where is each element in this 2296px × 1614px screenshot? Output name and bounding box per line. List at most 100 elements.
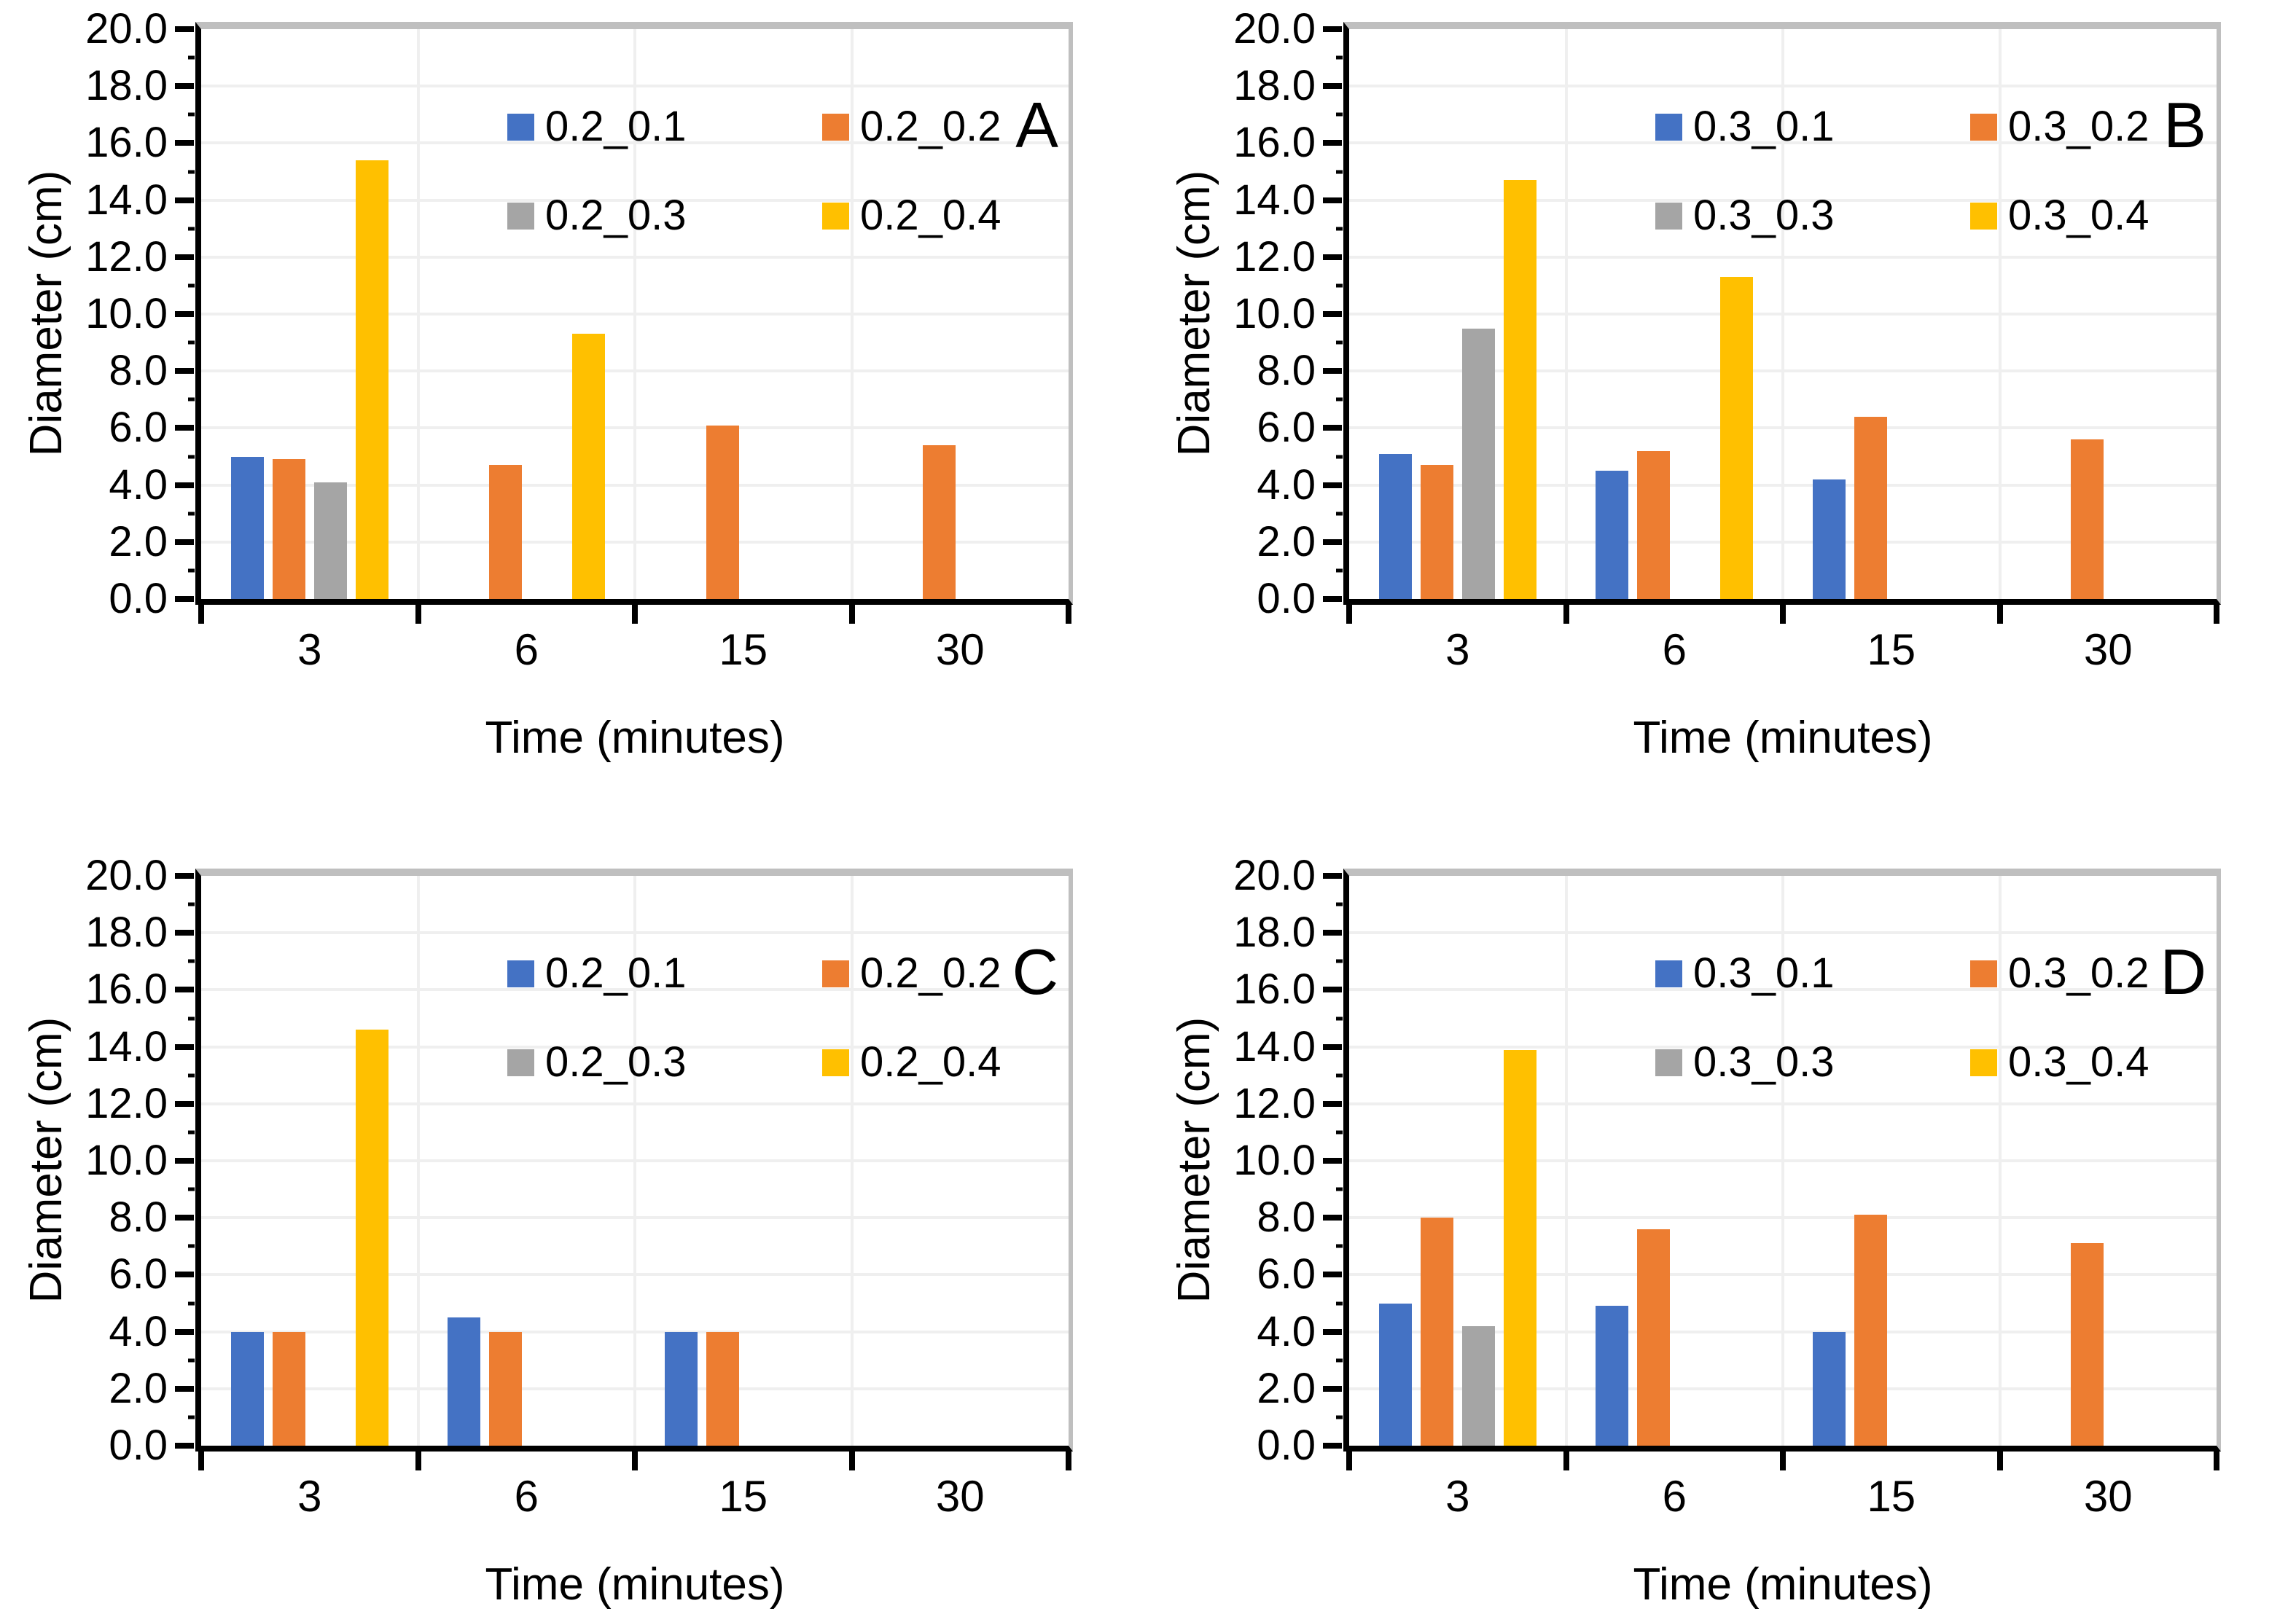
- panel-letter: C: [1012, 936, 1058, 1008]
- y-major-tick: [1323, 930, 1342, 936]
- bar: [448, 1317, 481, 1446]
- y-tick-label: 20.0: [1233, 5, 1316, 52]
- bar: [1812, 1331, 1846, 1446]
- bar-group: [418, 29, 636, 599]
- y-tick-label: 2.0: [1257, 517, 1316, 565]
- legend-item: 0.3_0.3: [1655, 195, 1970, 237]
- x-tick: [2214, 1452, 2219, 1470]
- y-major-tick: [1323, 596, 1342, 602]
- legend-swatch: [822, 113, 849, 141]
- legend-item: 0.3_0.4: [1970, 195, 2149, 237]
- bar-group: [418, 876, 636, 1446]
- y-major-tick: [1323, 873, 1342, 879]
- bar: [923, 444, 956, 599]
- y-minor-tick: [188, 1415, 195, 1419]
- y-major-tick: [1323, 425, 1342, 431]
- x-tick-label: 15: [1867, 625, 1916, 674]
- legend-swatch: [1970, 113, 1997, 141]
- y-tick-label: 6.0: [1257, 1250, 1316, 1298]
- y-major-tick: [175, 873, 194, 879]
- y-tick-label: 2.0: [1257, 1364, 1316, 1412]
- vertical-gridline: [850, 29, 854, 599]
- panel-c: Diameter (cm) 0.0 2.0 4.0 6.0 8.0 10.0 12.0 14.0…: [0, 802, 1148, 1614]
- bar: [1637, 450, 1671, 599]
- x-tick-label: 15: [719, 625, 768, 674]
- y-major-tick: [1323, 1272, 1342, 1278]
- legend-label: 0.2_0.2: [860, 949, 1001, 997]
- x-tick: [1346, 1452, 1352, 1470]
- legend-swatch: [507, 202, 534, 230]
- y-tick-label: 18.0: [85, 909, 168, 957]
- y-tick-label: 10.0: [85, 1137, 168, 1184]
- legend-label: 0.3_0.2: [2008, 949, 2149, 997]
- legend-label: 0.3_0.4: [2008, 1038, 2149, 1086]
- bar-group: [635, 29, 852, 599]
- y-major-tick: [175, 311, 194, 317]
- y-major-tick: [175, 987, 194, 993]
- y-minor-tick: [188, 112, 195, 117]
- x-tick: [1346, 605, 1352, 624]
- vertical-gridline: [633, 876, 636, 1446]
- bar: [664, 1331, 698, 1446]
- y-major-tick: [1323, 1043, 1342, 1050]
- y-major-tick: [175, 1385, 194, 1392]
- y-tick-label: 14.0: [1233, 1022, 1316, 1070]
- legend-swatch: [507, 1049, 534, 1076]
- legend-item: 0.2_0.4: [822, 1041, 1001, 1084]
- legend-item: 0.3_0.4: [1970, 1041, 2149, 1084]
- y-major-tick: [175, 26, 194, 32]
- y-tick-label: 18.0: [1233, 909, 1316, 957]
- x-tick: [2214, 605, 2219, 624]
- plot-area: 0.0 2.0 4.0 6.0 8.0 10.0 12.0 14.0 16.0 18.0 20.0 3…: [1233, 8, 2221, 761]
- legend-swatch: [1970, 202, 1997, 230]
- y-minor-tick: [1336, 1016, 1343, 1020]
- x-tick-label: 15: [719, 1472, 768, 1521]
- y-tick-label: 10.0: [1233, 290, 1316, 337]
- vertical-gridline: [1564, 29, 1568, 599]
- x-axis-title: Time (minutes): [485, 713, 785, 763]
- y-major-tick: [1323, 1100, 1342, 1107]
- y-tick-label: 10.0: [1233, 1137, 1316, 1184]
- legend: 0.3_0.1 0.3_0.2 0.3_0.3 0.3_0.4: [1655, 106, 2149, 237]
- vertical-gridline: [1781, 876, 1784, 1446]
- legend-swatch: [507, 113, 534, 141]
- bar: [355, 160, 388, 599]
- y-major-tick: [175, 482, 194, 488]
- x-tick: [632, 1452, 638, 1470]
- x-tick: [415, 605, 421, 624]
- y-tick-label: 4.0: [1257, 461, 1316, 509]
- y-major-tick: [175, 1100, 194, 1107]
- x-tick-label: 6: [1662, 625, 1687, 674]
- legend-item: 0.2_0.3: [507, 1041, 822, 1084]
- legend-label: 0.2_0.1: [545, 103, 687, 150]
- y-tick-label: 12.0: [1233, 1079, 1316, 1127]
- y-tick-label: 8.0: [1257, 1194, 1316, 1242]
- legend-item: 0.2_0.4: [822, 195, 1001, 237]
- bar: [706, 1331, 739, 1446]
- x-tick-label: 15: [1867, 1472, 1916, 1521]
- x-tick: [1780, 1452, 1786, 1470]
- plot-area: 0.0 2.0 4.0 6.0 8.0 10.0 12.0 14.0 16.0 18.0 20.0 3…: [1233, 855, 2221, 1607]
- y-major-tick: [175, 425, 194, 431]
- y-major-tick: [1323, 987, 1342, 993]
- y-axis-title: Diameter (cm): [21, 170, 71, 457]
- y-tick-label: 12.0: [1233, 232, 1316, 281]
- y-tick-label: 8.0: [109, 1194, 168, 1242]
- x-tick: [198, 1452, 204, 1470]
- x-tick-label: 3: [297, 1472, 322, 1521]
- bar: [1596, 1306, 1629, 1446]
- legend-label: 0.2_0.4: [860, 192, 1001, 239]
- panel-letter: B: [2163, 89, 2206, 161]
- bar: [272, 1331, 305, 1446]
- x-tick: [1996, 605, 2003, 624]
- y-minor-tick: [188, 1130, 195, 1135]
- y-minor-tick: [188, 55, 195, 60]
- legend-label: 0.2_0.3: [545, 192, 687, 239]
- bar: [489, 465, 523, 599]
- bar: [230, 1331, 264, 1446]
- y-minor-tick: [188, 1301, 195, 1305]
- bar: [1854, 416, 1887, 599]
- legend-label: 0.2_0.3: [545, 1038, 687, 1086]
- y-axis-title: Diameter (cm): [1169, 170, 1219, 457]
- bar-group: [1566, 876, 1784, 1446]
